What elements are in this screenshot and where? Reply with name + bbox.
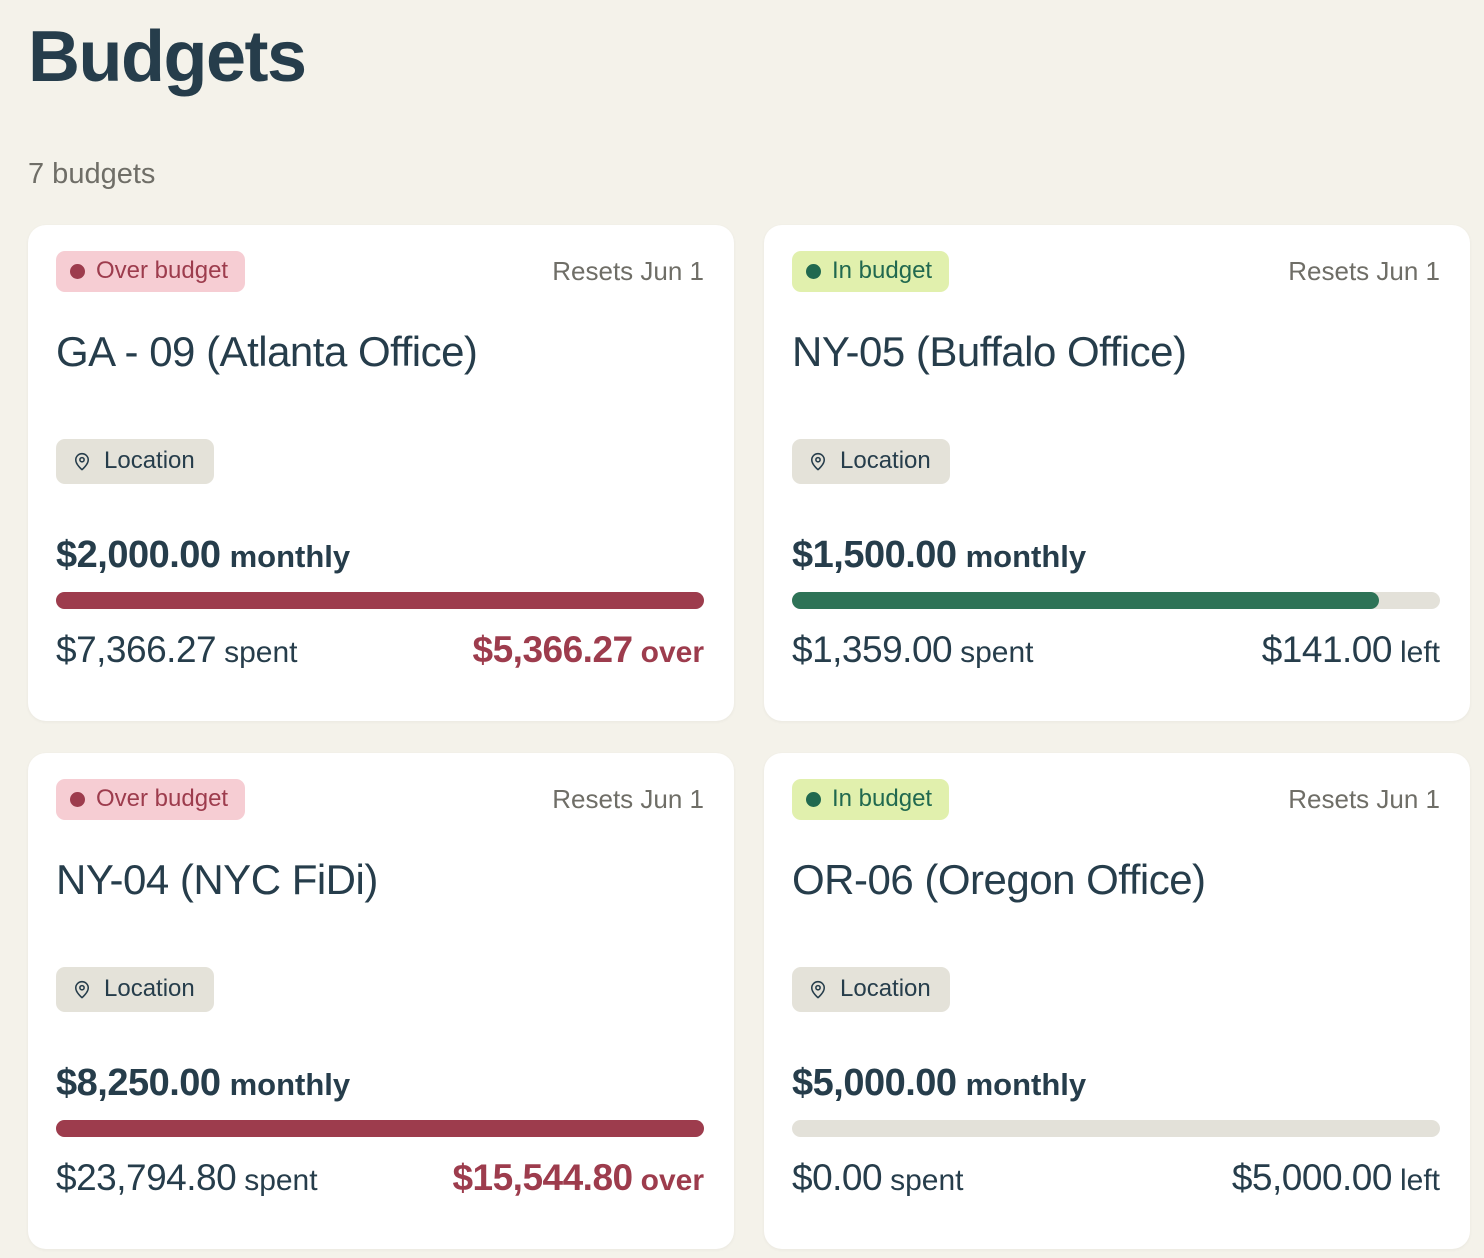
spent-label: spent (224, 636, 298, 670)
status-dot-icon (70, 263, 85, 279)
spent-stat: $7,366.27 spent (56, 629, 298, 671)
budget-amount-row: $8,250.00 monthly (56, 1062, 704, 1105)
status-badge: Over budget (56, 779, 246, 821)
remaining-value: $5,000.00 (1231, 1157, 1393, 1199)
remaining-label: over (640, 1164, 704, 1198)
budget-amount-row: $5,000.00 monthly (792, 1062, 1440, 1105)
spend-stats-row: $7,366.27 spent $5,366.27 over (56, 629, 704, 671)
budget-count: 7 budgets (28, 158, 156, 190)
card-header: Over budget Resets Jun 1 (56, 779, 704, 821)
budget-card[interactable]: Over budget Resets Jun 1 NY-04 (NYC FiDi… (28, 753, 734, 1250)
spent-stat: $1,359.00 spent (792, 629, 1034, 671)
remaining-stat: $5,000.00 left (1232, 1157, 1440, 1199)
remaining-label: left (1399, 636, 1440, 670)
budget-amount: $2,000.00 (56, 534, 221, 577)
page-title: Budgets (28, 17, 307, 97)
tag-row: Location (792, 966, 1440, 1013)
remaining-stat: $141.00 left (1262, 629, 1440, 671)
spend-stats-row: $23,794.80 spent $15,544.80 over (56, 1157, 704, 1199)
remaining-value: $141.00 (1261, 629, 1393, 671)
resets-label: Resets Jun 1 (1288, 784, 1440, 815)
budget-grid: Over budget Resets Jun 1 GA - 09 (Atlant… (28, 225, 1470, 1250)
spent-value: $7,366.27 (56, 629, 217, 671)
spent-label: spent (890, 1164, 964, 1198)
status-label: In budget (832, 257, 933, 284)
status-dot-icon (806, 263, 821, 279)
budget-name: GA - 09 (Atlanta Office) (56, 328, 478, 376)
budget-period: monthly (229, 539, 351, 575)
spent-value: $23,794.80 (56, 1157, 237, 1199)
status-badge: In budget (792, 251, 950, 293)
spent-stat: $23,794.80 spent (56, 1157, 318, 1199)
status-label: Over budget (96, 257, 229, 284)
tag-row: Location (56, 966, 704, 1013)
remaining-label: left (1399, 1164, 1440, 1198)
budget-card[interactable]: Over budget Resets Jun 1 GA - 09 (Atlant… (28, 225, 734, 722)
budget-amount-row: $2,000.00 monthly (56, 534, 704, 577)
budget-amount: $5,000.00 (792, 1062, 957, 1105)
progress-bar-fill (56, 1120, 704, 1138)
status-label: In budget (832, 785, 933, 813)
remaining-stat: $15,544.80 over (452, 1157, 704, 1199)
resets-label: Resets Jun 1 (552, 784, 704, 815)
budget-amount: $8,250.00 (56, 1062, 221, 1105)
progress-bar (792, 592, 1440, 610)
remaining-label: over (640, 636, 704, 670)
tag-row: Location (792, 438, 1440, 485)
budget-amount-row: $1,500.00 monthly (792, 534, 1440, 577)
location-chip-label: Location (104, 974, 195, 1002)
budget-amount: $1,500.00 (792, 534, 957, 577)
status-badge: In budget (792, 779, 950, 821)
tag-row: Location (56, 438, 704, 485)
location-pin-icon (71, 977, 93, 1001)
progress-bar (792, 1120, 1440, 1138)
location-chip: Location (56, 966, 214, 1013)
remaining-value: $5,366.27 (472, 629, 634, 671)
status-dot-icon (70, 791, 85, 807)
progress-bar (56, 1120, 704, 1138)
location-chip-label: Location (840, 446, 931, 474)
spent-label: spent (244, 1164, 318, 1198)
budget-name: OR-06 (Oregon Office) (792, 856, 1206, 904)
location-chip: Location (792, 438, 950, 485)
location-pin-icon (807, 977, 829, 1001)
location-chip-label: Location (840, 974, 931, 1002)
status-badge: Over budget (56, 251, 246, 293)
resets-label: Resets Jun 1 (552, 256, 704, 287)
location-chip: Location (56, 438, 214, 485)
card-header: Over budget Resets Jun 1 (56, 251, 704, 293)
progress-bar (56, 592, 704, 610)
location-pin-icon (71, 449, 93, 473)
budget-period: monthly (965, 539, 1087, 575)
budget-name: NY-04 (NYC FiDi) (56, 856, 378, 904)
budget-name: NY-05 (Buffalo Office) (792, 328, 1187, 376)
spent-value: $0.00 (792, 1157, 883, 1199)
budget-period: monthly (965, 1067, 1087, 1103)
card-header: In budget Resets Jun 1 (792, 779, 1440, 821)
remaining-value: $15,544.80 (452, 1157, 633, 1199)
progress-bar-fill (56, 592, 704, 610)
budget-card[interactable]: In budget Resets Jun 1 OR-06 (Oregon Off… (764, 753, 1470, 1250)
progress-bar-fill (792, 592, 1380, 610)
spent-label: spent (960, 636, 1034, 670)
remaining-stat: $5,366.27 over (473, 629, 704, 671)
location-chip: Location (792, 966, 950, 1013)
spend-stats-row: $0.00 spent $5,000.00 left (792, 1157, 1440, 1199)
status-dot-icon (806, 791, 821, 807)
location-chip-label: Location (104, 446, 195, 474)
spent-value: $1,359.00 (792, 629, 953, 671)
resets-label: Resets Jun 1 (1288, 256, 1440, 287)
status-label: Over budget (96, 785, 229, 813)
spend-stats-row: $1,359.00 spent $141.00 left (792, 629, 1440, 671)
budget-period: monthly (229, 1067, 351, 1103)
location-pin-icon (807, 449, 829, 473)
card-header: In budget Resets Jun 1 (792, 251, 1440, 293)
budget-card[interactable]: In budget Resets Jun 1 NY-05 (Buffalo Of… (764, 225, 1470, 722)
spent-stat: $0.00 spent (792, 1157, 963, 1199)
